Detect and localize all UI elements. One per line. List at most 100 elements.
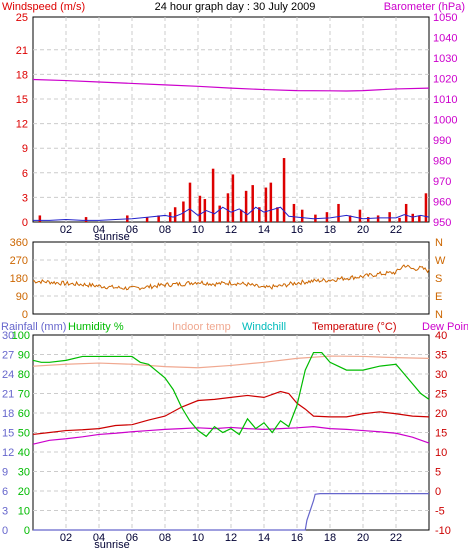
- rainfall-tick-label: 27: [2, 350, 14, 362]
- rainfall-tick-label: 24: [2, 369, 14, 381]
- windspeed-bar: [366, 217, 370, 222]
- barometer-tick-label: 1020: [433, 74, 457, 86]
- direction-plot: [32, 264, 430, 291]
- windspeed-bar: [84, 217, 88, 222]
- humidity-tick-label: 0: [24, 525, 30, 537]
- temperature-axis-title: Temperature (°C): [312, 321, 396, 333]
- windspeed-bar: [251, 185, 254, 222]
- barometer-tick-label: 1000: [433, 115, 457, 127]
- x-tick-label: 08: [159, 532, 171, 544]
- dewpoint-line: [32, 426, 430, 445]
- rainfall-tick-label: 0: [2, 525, 8, 537]
- rainfall-tick-label: 12: [2, 447, 14, 459]
- rainfall-tick-label: 3: [2, 506, 8, 518]
- humidity-axis: 0 10 20 30 40 50 60 70 80 90 100: [12, 330, 30, 537]
- windspeed-bar: [398, 217, 401, 222]
- humidity-tick-label: 70: [18, 389, 30, 401]
- windspeed-bar: [424, 193, 428, 222]
- humidity-tick-label: 100: [12, 330, 30, 342]
- barometer-tick-label: 980: [433, 156, 451, 168]
- windspeed-bar: [418, 215, 421, 222]
- windspeed-tick-label: 9: [22, 143, 28, 155]
- barometer-tick-label: 1030: [433, 53, 457, 65]
- humidity-tick-label: 80: [18, 369, 30, 381]
- x-tick-label: 06: [126, 224, 138, 236]
- rainfall-line: [33, 493, 429, 531]
- windspeed-bar: [388, 212, 391, 222]
- temp-plot: [32, 351, 430, 531]
- windspeed-axis: 0 3 6 9 12 15 18 21 25: [16, 12, 28, 229]
- windchill-legend: Windchill: [242, 321, 286, 333]
- windspeed-bar: [300, 209, 304, 222]
- temperature-tick-label: 0: [435, 486, 441, 498]
- barometer-tick-label: 970: [433, 176, 451, 188]
- direction-tick-label: 0: [22, 309, 28, 321]
- windspeed-bar: [358, 209, 362, 222]
- x-tick-label: 18: [324, 224, 336, 236]
- barometer-tick-label: 1050: [433, 12, 457, 24]
- x-tick-label: 10: [192, 224, 204, 236]
- x-tick-label: 16: [291, 224, 303, 236]
- rainfall-tick-label: 15: [2, 428, 14, 440]
- temperature-tick-label: 40: [435, 330, 447, 342]
- barometer-tick-label: 960: [433, 197, 451, 209]
- x-tick-label: 22: [390, 224, 402, 236]
- rainfall-tick-label: 6: [2, 486, 8, 498]
- temperature-tick-label: 5: [435, 467, 441, 479]
- windspeed-tick-label: 3: [22, 192, 28, 204]
- windspeed-tick-label: 6: [22, 168, 28, 180]
- indoor-temp-legend: Indoor temp: [172, 321, 231, 333]
- windspeed-tick-label: 0: [22, 217, 28, 229]
- windspeed-bar: [244, 190, 248, 222]
- windspeed-bar: [282, 158, 286, 222]
- barometer-tick-label: 1010: [433, 94, 457, 106]
- windspeed-bar: [404, 203, 408, 222]
- direction-tick-label: 180: [10, 273, 28, 285]
- wind-plot: [32, 78, 430, 222]
- direction-tick-label: 270: [10, 255, 28, 267]
- compass-tick-label: N: [435, 237, 443, 249]
- rainfall-tick-label: 18: [2, 408, 14, 420]
- windspeed-tick-label: 18: [16, 69, 28, 81]
- temperature-tick-label: -10: [435, 525, 451, 537]
- direction-panel-grid: [33, 242, 429, 314]
- windspeed-bar: [157, 215, 160, 222]
- sunrise-label-top: sunrise: [94, 231, 129, 243]
- windspeed-axis-title: Windspeed (m/s): [2, 1, 85, 13]
- windspeed-bar: [348, 215, 352, 222]
- barometer-axis-title: Barometer (hPa): [384, 1, 465, 13]
- x-tick-label: 16: [291, 532, 303, 544]
- x-tick-label: 20: [357, 532, 369, 544]
- humidity-tick-label: 90: [18, 350, 30, 362]
- rainfall-axis-title: Rainfall (mm): [1, 321, 66, 333]
- temperature-tick-label: 15: [435, 428, 447, 440]
- windspeed-tick-label: 21: [16, 45, 28, 57]
- indoor-temp-line: [32, 355, 430, 369]
- humidity-line: [32, 351, 430, 438]
- rainfall-tick-label: 21: [2, 389, 14, 401]
- windspeed-bar: [145, 217, 149, 222]
- rainfall-axis: 0 3 6 9 12 15 18 21 24 27 30: [2, 330, 14, 537]
- humidity-tick-label: 40: [18, 447, 30, 459]
- dewpoint-legend: Dew Point: [422, 321, 468, 333]
- windspeed-bar: [173, 207, 177, 222]
- windspeed-bar: [325, 212, 329, 222]
- windspeed-bar: [264, 187, 268, 222]
- temperature-tick-label: 35: [435, 350, 447, 362]
- barometer-tick-label: 1040: [433, 33, 457, 45]
- compass-tick-label: E: [435, 291, 442, 303]
- windspeed-bar: [182, 201, 185, 222]
- x-tick-label: 04: [93, 532, 105, 544]
- windspeed-bar: [239, 209, 243, 222]
- humidity-axis-title: Humidity %: [68, 321, 124, 333]
- x-tick-label: 02: [60, 224, 72, 236]
- windspeed-tick-label: 25: [16, 12, 28, 24]
- x-tick-label: 22: [390, 532, 402, 544]
- compass-tick-label: W: [435, 255, 446, 267]
- barometer-tick-label: 950: [433, 217, 451, 229]
- windspeed-bar: [337, 203, 340, 222]
- temperature-axis: -10 -5 0 5 10 15 20 25 30 35 40: [435, 330, 451, 537]
- direction-degree-axis: 0 90 180 270 360: [10, 237, 28, 321]
